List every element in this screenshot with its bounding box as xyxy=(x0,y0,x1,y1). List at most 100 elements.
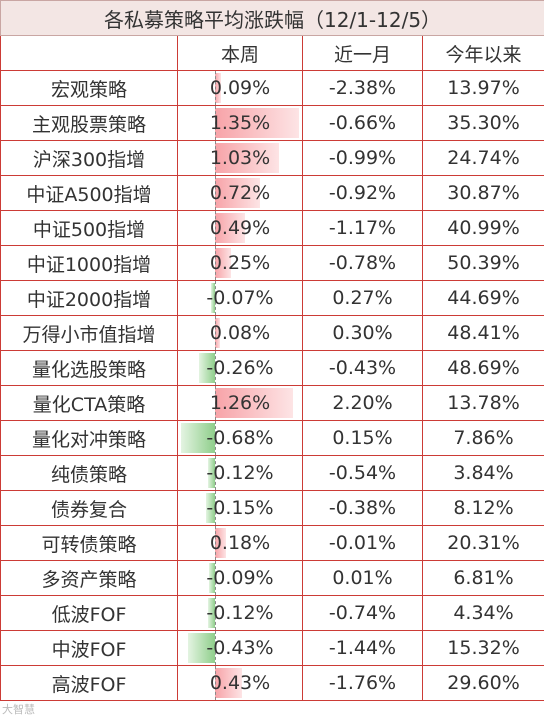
week-return-value: -0.26% xyxy=(206,357,274,379)
strategy-name: 万得小市值指增 xyxy=(0,315,178,351)
month-return: -1.44% xyxy=(302,630,423,666)
month-return: -0.78% xyxy=(302,245,423,281)
ytd-return: 4.34% xyxy=(421,595,544,631)
month-return: -0.92% xyxy=(302,175,423,211)
table-row: 万得小市值指增 0.08% 0.30% 48.41% xyxy=(0,315,544,351)
week-return-cell: 0.72% xyxy=(177,175,303,211)
week-return-value: -0.07% xyxy=(206,287,274,309)
header-strategy xyxy=(0,35,178,71)
week-return-value: -0.15% xyxy=(206,497,274,519)
ytd-return: 3.84% xyxy=(421,455,544,491)
week-return-value: 0.49% xyxy=(209,217,271,239)
month-return: -0.38% xyxy=(302,490,423,526)
table-row: 宏观策略 0.09% -2.38% 13.97% xyxy=(0,70,544,106)
week-return-value: -0.68% xyxy=(206,427,274,449)
week-bar-axis xyxy=(215,421,216,455)
week-return-value: 0.43% xyxy=(209,672,271,694)
week-return-cell: -0.43% xyxy=(177,630,303,666)
week-return-cell: -0.26% xyxy=(177,350,303,386)
week-bar-positive xyxy=(215,73,221,103)
table-row: 主观股票策略 1.35% -0.66% 35.30% xyxy=(0,105,544,141)
week-return-value: 0.25% xyxy=(209,252,271,274)
ytd-return: 29.60% xyxy=(421,665,544,701)
ytd-return: 8.12% xyxy=(421,490,544,526)
week-bar-positive xyxy=(215,143,280,173)
week-bar-axis xyxy=(215,386,216,420)
ytd-return: 13.97% xyxy=(421,70,544,106)
strategy-name: 多资产策略 xyxy=(0,560,178,596)
week-return-cell: 0.49% xyxy=(177,210,303,246)
strategy-name: 中证2000指增 xyxy=(0,280,178,316)
header-row: 本周 近一月 今年以来 xyxy=(0,35,544,71)
table-row: 中波FOF -0.43% -1.44% 15.32% xyxy=(0,630,544,666)
ytd-return: 15.32% xyxy=(421,630,544,666)
strategy-name: 债券复合 xyxy=(0,490,178,526)
strategy-name: 低波FOF xyxy=(0,595,178,631)
ytd-return: 48.41% xyxy=(421,315,544,351)
strategy-returns-table: 各私募策略平均涨跌幅（12/1-12/5） 本周 近一月 今年以来 宏观策略 0.… xyxy=(0,0,544,701)
week-bar-axis xyxy=(215,666,216,700)
week-return-cell: 0.43% xyxy=(177,665,303,701)
month-return: -1.76% xyxy=(302,665,423,701)
table-row: 低波FOF -0.12% -0.74% 4.34% xyxy=(0,595,544,631)
strategy-name: 中证A500指增 xyxy=(0,175,178,211)
ytd-return: 44.69% xyxy=(421,280,544,316)
week-bar-positive xyxy=(215,318,220,348)
week-bar-axis xyxy=(215,351,216,385)
week-bar-axis xyxy=(215,631,216,665)
ytd-return: 7.86% xyxy=(421,420,544,456)
week-return-value: 1.26% xyxy=(209,392,271,414)
week-bar-negative xyxy=(207,598,215,628)
week-return-cell: -0.09% xyxy=(177,560,303,596)
strategy-name: 中证500指增 xyxy=(0,210,178,246)
week-return-cell: 0.25% xyxy=(177,245,303,281)
week-bar-positive xyxy=(215,178,260,208)
week-return-cell: -0.12% xyxy=(177,455,303,491)
week-bar-axis xyxy=(215,71,216,105)
strategy-name: 中波FOF xyxy=(0,630,178,666)
week-bar-axis xyxy=(215,316,216,350)
week-bar-positive xyxy=(215,213,246,243)
week-return-value: -0.43% xyxy=(206,637,274,659)
month-return: -0.66% xyxy=(302,105,423,141)
week-return-value: 0.18% xyxy=(209,532,271,554)
week-return-value: 0.09% xyxy=(209,77,271,99)
watermark-logo: 大智慧 xyxy=(2,703,35,716)
table-title: 各私募策略平均涨跌幅（12/1-12/5） xyxy=(0,0,544,36)
table-row: 中证A500指增 0.72% -0.92% 30.87% xyxy=(0,175,544,211)
month-return: 0.30% xyxy=(302,315,423,351)
strategy-name: 量化选股策略 xyxy=(0,350,178,386)
week-return-cell: -0.07% xyxy=(177,280,303,316)
week-bar-negative xyxy=(209,563,215,593)
month-return: -2.38% xyxy=(302,70,423,106)
strategy-name: 高波FOF xyxy=(0,665,178,701)
ytd-return: 40.99% xyxy=(421,210,544,246)
month-return: 0.01% xyxy=(302,560,423,596)
ytd-return: 35.30% xyxy=(421,105,544,141)
week-bar-negative xyxy=(205,493,215,523)
week-bar-positive xyxy=(215,528,227,558)
week-return-cell: 1.26% xyxy=(177,385,303,421)
week-bar-axis xyxy=(215,526,216,560)
month-return: -1.17% xyxy=(302,210,423,246)
strategy-name: 可转债策略 xyxy=(0,525,178,561)
strategy-name: 沪深300指增 xyxy=(0,140,178,176)
month-return: -0.43% xyxy=(302,350,423,386)
strategy-name: 宏观策略 xyxy=(0,70,178,106)
week-return-value: 1.03% xyxy=(209,147,271,169)
week-bar-axis xyxy=(215,596,216,630)
table-row: 多资产策略 -0.09% 0.01% 6.81% xyxy=(0,560,544,596)
week-return-value: -0.12% xyxy=(206,462,274,484)
week-bar-negative xyxy=(181,423,215,453)
week-bar-axis xyxy=(215,176,216,210)
strategy-name: 中证1000指增 xyxy=(0,245,178,281)
week-return-value: 0.72% xyxy=(209,182,271,204)
header-month: 近一月 xyxy=(302,35,423,71)
ytd-return: 20.31% xyxy=(421,525,544,561)
strategy-name: 主观股票策略 xyxy=(0,105,178,141)
table-row: 纯债策略 -0.12% -0.54% 3.84% xyxy=(0,455,544,491)
strategy-name: 量化对冲策略 xyxy=(0,420,178,456)
week-bar-axis xyxy=(215,456,216,490)
week-bar-axis xyxy=(215,106,216,140)
month-return: -0.01% xyxy=(302,525,423,561)
